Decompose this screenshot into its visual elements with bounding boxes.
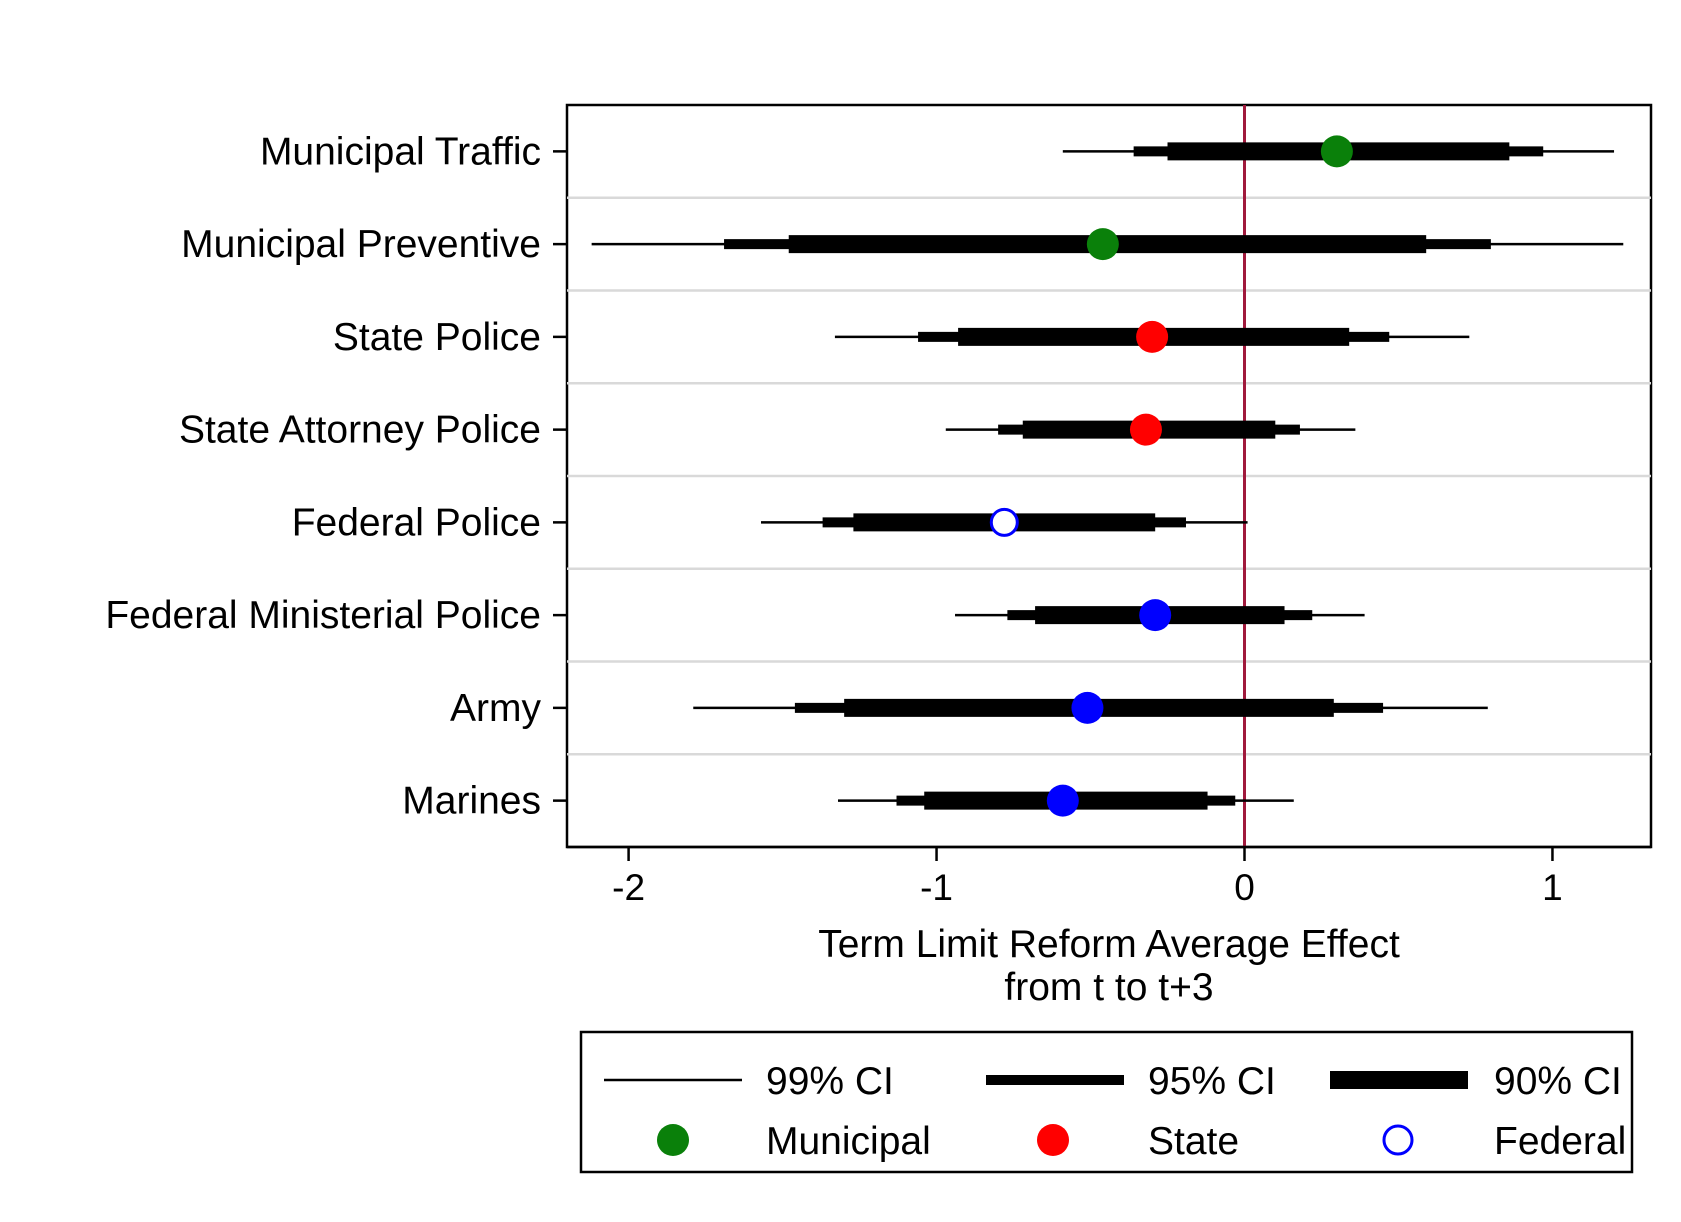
point-estimate-hollow — [989, 507, 1019, 537]
legend-marker — [1037, 1124, 1069, 1156]
row-label: Army — [450, 687, 541, 730]
x-axis-title-line-2: from t to t+3 — [1004, 966, 1213, 1009]
row-label: Marines — [402, 780, 541, 823]
point-estimate — [1129, 413, 1162, 446]
row-separators — [567, 196, 1651, 756]
row-label: State Attorney Police — [179, 409, 541, 452]
point-estimate — [1136, 320, 1169, 353]
x-tick-label: 1 — [1542, 867, 1563, 908]
x-tick-label: 0 — [1234, 867, 1255, 908]
legend-marker-label: State — [1148, 1120, 1239, 1163]
row-label: Federal Ministerial Police — [105, 594, 541, 637]
row-label: Municipal Traffic — [260, 130, 541, 173]
x-axis-title-line-1: Term Limit Reform Average Effect — [818, 923, 1400, 966]
point-estimate — [1139, 599, 1172, 632]
row-label: Federal Police — [292, 501, 541, 544]
point-estimate — [1046, 784, 1079, 817]
legend-ci-label: 99% CI — [766, 1060, 894, 1103]
legend-marker-label: Federal — [1494, 1120, 1626, 1163]
point-estimate — [1086, 228, 1119, 261]
point-estimate — [1320, 135, 1353, 168]
legend-marker-hollow — [1382, 1124, 1414, 1156]
legend-ci-label: 90% CI — [1494, 1060, 1622, 1103]
legend-marker-label: Municipal — [766, 1120, 931, 1163]
x-axis: -2 -1 0 1 — [567, 845, 1651, 908]
x-tick-label: -2 — [612, 867, 645, 908]
row-labels: Municipal Traffic Municipal Preventive Sta… — [105, 130, 567, 823]
point-estimate — [1071, 691, 1104, 724]
row-label: Municipal Preventive — [181, 223, 541, 266]
row-label: State Police — [333, 316, 541, 359]
legend-ci-label: 95% CI — [1148, 1060, 1276, 1103]
point-estimates — [989, 135, 1353, 817]
legend-marker — [657, 1124, 689, 1156]
x-tick-label: -1 — [920, 867, 953, 908]
legend-box — [579, 1030, 1634, 1174]
legend: 99% CI 95% CI 90% CI Municipal State Federal — [579, 1030, 1634, 1174]
